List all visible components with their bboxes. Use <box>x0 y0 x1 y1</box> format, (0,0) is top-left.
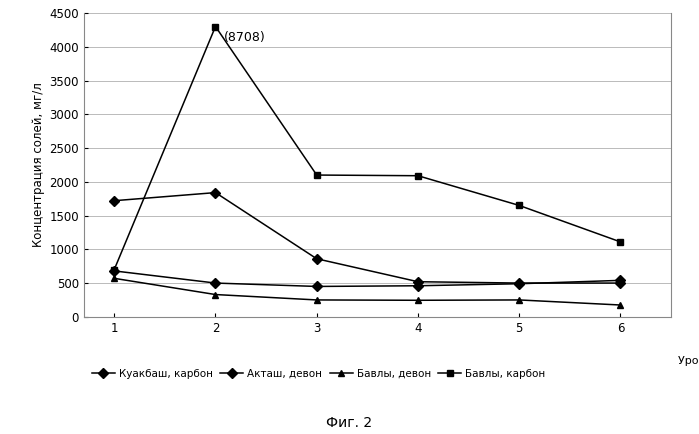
Legend: Куакбаш, карбон, Акташ, девон, Бавлы, девон, Бавлы, карбон: Куакбаш, карбон, Акташ, девон, Бавлы, де… <box>87 365 550 383</box>
Куакбаш, карбон <box>211 280 219 286</box>
Акташ, девон <box>211 190 219 195</box>
Line: Бавлы, карбон: Бавлы, карбон <box>110 23 624 273</box>
Акташ, девон <box>312 256 321 261</box>
Бавлы, карбон <box>414 173 422 178</box>
Бавлы, карбон <box>110 267 118 272</box>
Куакбаш, карбон <box>515 281 524 286</box>
Y-axis label: Концентрация солей, мг/л: Концентрация солей, мг/л <box>32 82 45 247</box>
Куакбаш, карбон <box>617 278 625 283</box>
Text: (8708): (8708) <box>224 31 266 44</box>
Акташ, девон <box>515 280 524 286</box>
Бавлы, девон <box>312 297 321 302</box>
Line: Бавлы, девон: Бавлы, девон <box>110 275 624 309</box>
Бавлы, карбон <box>515 203 524 208</box>
Куакбаш, карбон <box>110 268 118 273</box>
Акташ, девон <box>617 280 625 286</box>
Куакбаш, карбон <box>312 284 321 289</box>
Line: Куакбаш, карбон: Куакбаш, карбон <box>110 267 624 290</box>
Text: Фиг. 2: Фиг. 2 <box>326 417 373 431</box>
Бавлы, девон <box>211 292 219 297</box>
Text: Уровень по высоте: Уровень по высоте <box>678 356 699 366</box>
Line: Акташ, девон: Акташ, девон <box>110 189 624 286</box>
Бавлы, карбон <box>211 24 219 29</box>
Бавлы, девон <box>617 302 625 308</box>
Бавлы, девон <box>414 298 422 303</box>
Бавлы, карбон <box>617 239 625 244</box>
Куакбаш, карбон <box>414 283 422 288</box>
Акташ, девон <box>414 279 422 284</box>
Бавлы, карбон <box>312 172 321 178</box>
Бавлы, девон <box>110 276 118 281</box>
Акташ, девон <box>110 198 118 203</box>
Бавлы, девон <box>515 297 524 302</box>
